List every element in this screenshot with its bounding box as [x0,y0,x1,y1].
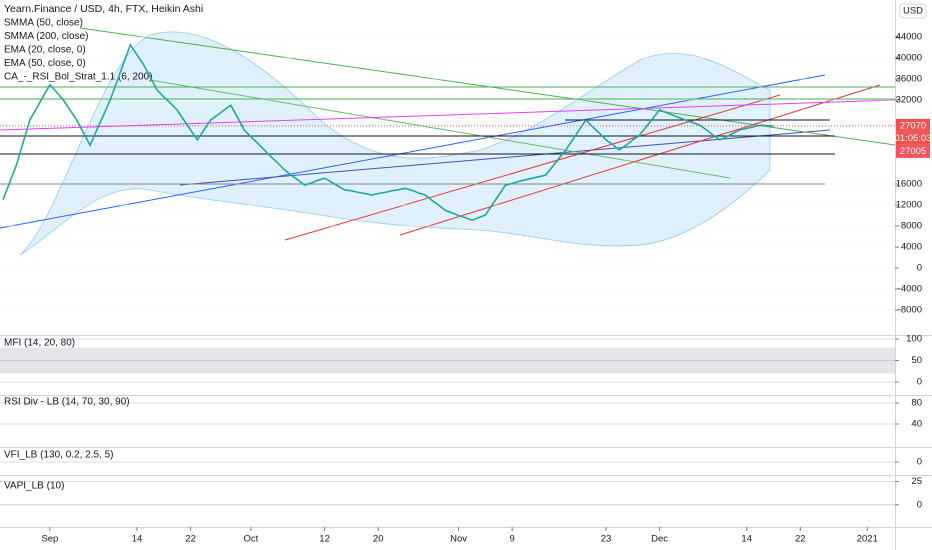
pane-title: VAPI_LB (10) [4,481,64,492]
countdown-label: 01:05:03 [895,133,932,144]
y-tick-label: 25 [911,476,922,487]
x-tick-label: 9 [510,534,515,545]
y-tick-label: 0 [917,377,922,388]
y-tick-label: 50 [911,355,922,366]
study-label: SMMA (200, close) [4,31,88,42]
y-tick-label: -4000 [898,284,922,295]
y-tick-label: 100 [906,334,922,345]
chart-title: Yearn.Finance / USD, 4h, FTX, Heikin Ash… [4,3,203,15]
x-tick-label: 23 [601,534,612,545]
x-tick-label: 14 [741,534,752,545]
pane-title: VFI_LB (130, 0.2, 2.5, 5) [4,450,114,461]
study-label: CA_-_RSI_Bol_Strat_1.1 (6, 200) [4,72,152,83]
y-tick-label: 16000 [896,179,922,190]
y-tick-label: 80 [911,398,922,409]
x-tick-label: 12 [319,534,330,545]
y-tick-label: 40000 [896,53,922,64]
study-label: EMA (20, close, 0) [4,45,86,56]
x-tick-label: Nov [450,534,467,545]
x-tick-label: 22 [795,534,806,545]
y-tick-label: 40 [911,419,922,430]
y-tick-label: 0 [917,499,922,510]
trend-line [0,74,826,229]
last-price-box [896,118,930,132]
pane-title: RSI Div - LB (14, 70, 30, 90) [4,397,130,408]
x-tick-label: 14 [132,534,143,545]
second-price-box [896,144,930,158]
x-tick-label: Oct [244,534,259,545]
y-tick-label: 4000 [901,242,922,253]
countdown-box [896,131,930,145]
currency-label: USD [903,6,923,17]
study-label: EMA (50, close, 0) [4,58,86,69]
band-cloud [19,31,771,256]
y-tick-label: 8000 [901,221,922,232]
x-tick-label: 20 [373,534,384,545]
y-tick-label: 32000 [896,95,922,106]
x-tick-label: 2021 [857,534,878,545]
trend-line [284,94,781,241]
y-tick-label: -8000 [898,305,922,316]
pane-title: MFI (14, 20, 80) [4,338,75,349]
trend-line [399,84,881,236]
second-price-label: 27005 [900,146,926,157]
last-price-label: 27070 [900,120,926,131]
x-tick-label: Sep [41,534,58,545]
y-tick-label: 0 [917,263,922,274]
y-tick-label: 44000 [896,32,922,43]
price-line [2,43,774,222]
y-tick-label: 12000 [896,200,922,211]
x-tick-label: 22 [185,534,196,545]
currency-box [899,3,927,19]
y-tick-label: 0 [917,457,922,468]
study-label: SMMA (50, close) [4,18,83,29]
y-tick-label: 36000 [896,74,922,85]
x-tick-label: Dec [651,534,668,545]
trend-line [0,99,896,131]
